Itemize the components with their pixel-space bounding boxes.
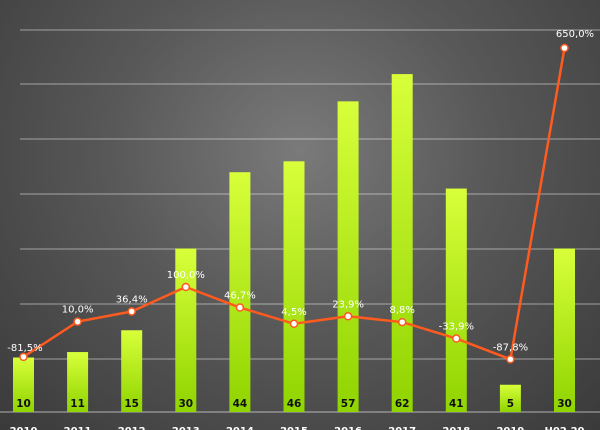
growth-point-2010 xyxy=(19,352,28,362)
growth-point-2015 xyxy=(289,319,299,329)
growth-label: 8,8% xyxy=(389,305,414,316)
bar-2010 xyxy=(13,357,34,412)
x-tick-label: 2019 xyxy=(496,426,524,430)
bar-value-label: 46 xyxy=(287,398,302,410)
x-tick-label: 2017 xyxy=(388,426,416,430)
bar-value-label: 11 xyxy=(70,398,85,410)
gridlines xyxy=(0,29,600,413)
x-tick-label: 2016 xyxy=(334,426,362,430)
growth-label: 36,4% xyxy=(116,294,148,305)
growth-point-2016 xyxy=(343,312,353,321)
bar-2017 xyxy=(391,74,413,412)
bar-2019 xyxy=(499,384,521,412)
growth-label: 650,0% xyxy=(556,29,594,40)
bar-2015 xyxy=(283,161,305,412)
bar-value-label: 5 xyxy=(507,398,514,410)
bar-2016 xyxy=(337,101,359,412)
growth-point-2014 xyxy=(235,303,245,312)
growth-line xyxy=(19,43,569,364)
bar-value-label: 10 xyxy=(16,398,31,410)
x-tick-label: 2012 xyxy=(118,426,146,430)
bar-2018 xyxy=(445,188,467,412)
growth-point-H02.20 xyxy=(560,43,569,53)
labels: 10 11 15 30 44 46 57 62 41 5 30 -81,5% 10,0% 36,4% 100… xyxy=(7,29,594,430)
growth-point-2018 xyxy=(452,334,461,343)
x-tick-label: 2015 xyxy=(280,426,308,430)
bar-value-label: 62 xyxy=(395,398,410,410)
bar-2012 xyxy=(121,330,143,412)
x-tick-label: 2010 xyxy=(10,426,38,430)
growth-label: -87,8% xyxy=(493,342,528,353)
growth-point-2011 xyxy=(73,317,82,326)
x-tick-label: 2013 xyxy=(172,426,200,430)
bar-2014 xyxy=(229,172,251,412)
growth-point-2017 xyxy=(397,317,407,327)
bar-2011 xyxy=(67,352,89,412)
growth-label: 100,0% xyxy=(167,270,205,281)
x-tick-label: H02.20 xyxy=(545,426,585,430)
bars xyxy=(13,74,575,412)
growth-label: -33,9% xyxy=(439,322,474,333)
growth-label: -81,5% xyxy=(7,343,42,354)
growth-point-2019 xyxy=(506,355,515,364)
growth-label: 23,9% xyxy=(332,299,364,310)
x-tick-label: 2014 xyxy=(226,426,254,430)
bar-H02.20 xyxy=(554,248,575,412)
bar-value-label: 44 xyxy=(233,398,248,410)
bar-value-label: 57 xyxy=(341,398,356,410)
bar-value-label: 30 xyxy=(178,398,193,410)
bar-value-label: 30 xyxy=(557,398,572,410)
growth-label: 46,7% xyxy=(224,291,256,302)
x-tick-label: 2011 xyxy=(64,426,92,430)
bar-value-label: 41 xyxy=(449,398,464,410)
bar-value-label: 15 xyxy=(124,398,139,410)
x-tick-label: 2018 xyxy=(442,426,470,430)
growth-point-2013 xyxy=(181,282,191,292)
growth-label: 10,0% xyxy=(62,305,94,316)
growth-label: 4,5% xyxy=(281,307,306,318)
growth-point-2012 xyxy=(127,307,136,316)
